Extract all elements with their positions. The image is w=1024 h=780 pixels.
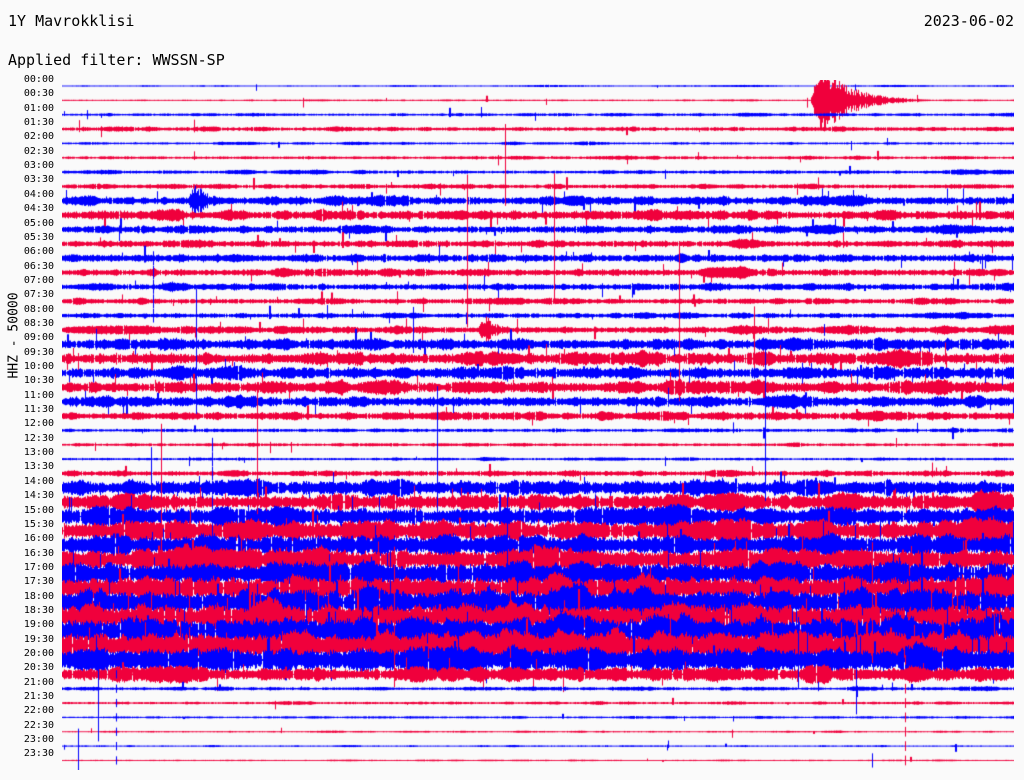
applied-filter-label: Applied filter: WWSSN-SP xyxy=(8,51,225,69)
time-tick-label: 00:30 xyxy=(23,88,54,100)
time-tick-label: 03:00 xyxy=(23,160,54,172)
time-tick-label: 16:00 xyxy=(23,533,54,545)
time-tick-label: 08:00 xyxy=(23,303,54,315)
station-title: 1Y Mavrokklisi xyxy=(8,12,135,30)
time-tick-label: 19:30 xyxy=(23,633,54,645)
time-axis-ticks: 00:00 00:30 01:00 01:30 02:00 02:30 03:00 03:30… xyxy=(0,0,62,780)
time-tick-label: 23:30 xyxy=(23,748,54,760)
time-tick-label: 07:00 xyxy=(23,274,54,286)
time-tick-label: 22:30 xyxy=(23,719,54,731)
time-tick-label: 14:00 xyxy=(23,475,54,487)
time-tick-label: 05:30 xyxy=(23,231,54,243)
time-tick-label: 00:00 xyxy=(23,74,54,85)
time-tick-label: 11:00 xyxy=(23,389,54,401)
time-tick-label: 03:30 xyxy=(23,174,54,186)
time-tick-label: 04:30 xyxy=(23,203,54,215)
time-tick-label: 16:30 xyxy=(23,547,54,559)
time-tick-label: 05:00 xyxy=(23,217,54,229)
time-tick-label: 01:30 xyxy=(23,117,54,129)
time-tick-label: 04:00 xyxy=(23,188,54,200)
time-tick-label: 02:00 xyxy=(23,131,54,143)
time-tick-label: 19:00 xyxy=(23,619,54,631)
time-tick-label: 06:30 xyxy=(23,260,54,272)
time-tick-label: 15:00 xyxy=(23,504,54,516)
waveform-canvas xyxy=(62,80,1014,770)
time-tick-label: 18:30 xyxy=(23,604,54,616)
time-tick-label: 22:00 xyxy=(23,705,54,717)
time-tick-label: 02:30 xyxy=(23,145,54,157)
date-label: 2023-06-02 xyxy=(923,12,1014,30)
time-tick-label: 23:00 xyxy=(23,734,54,746)
time-tick-label: 21:30 xyxy=(23,691,54,703)
time-tick-label: 11:30 xyxy=(23,404,54,416)
time-tick-label: 10:30 xyxy=(23,375,54,387)
time-tick-label: 07:30 xyxy=(23,289,54,301)
time-tick-label: 13:30 xyxy=(23,461,54,473)
time-tick-label: 09:00 xyxy=(23,332,54,344)
time-tick-label: 12:00 xyxy=(23,418,54,430)
time-tick-label: 09:30 xyxy=(23,346,54,358)
time-tick-label: 08:30 xyxy=(23,317,54,329)
time-tick-label: 21:00 xyxy=(23,676,54,688)
time-tick-label: 13:00 xyxy=(23,447,54,459)
time-tick-label: 20:30 xyxy=(23,662,54,674)
time-tick-label: 18:00 xyxy=(23,590,54,602)
time-tick-label: 20:00 xyxy=(23,648,54,659)
time-tick-label: 17:00 xyxy=(23,561,54,573)
time-tick-label: 15:30 xyxy=(23,518,54,530)
time-tick-label: 17:30 xyxy=(23,576,54,588)
time-tick-label: 06:00 xyxy=(23,246,54,258)
time-tick-label: 10:00 xyxy=(23,361,54,372)
time-tick-label: 14:30 xyxy=(23,490,54,502)
time-tick-label: 01:00 xyxy=(23,102,54,114)
time-tick-label: 12:30 xyxy=(23,432,54,444)
